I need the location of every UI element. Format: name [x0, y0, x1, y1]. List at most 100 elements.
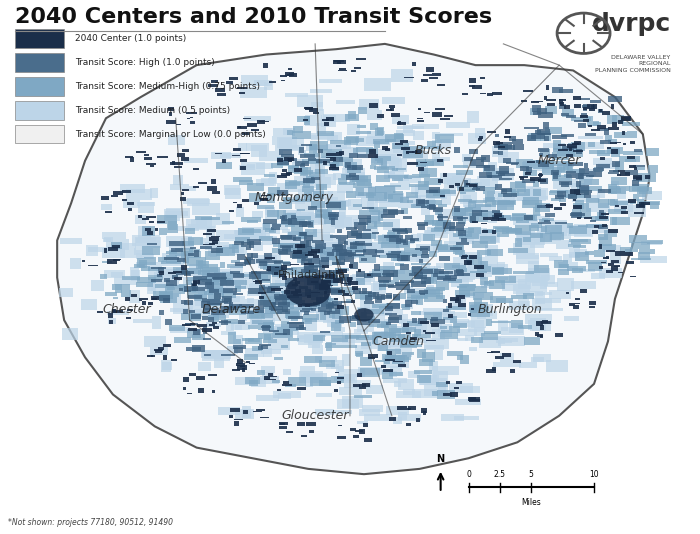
Bar	[144, 336, 166, 348]
Bar	[327, 151, 343, 160]
Bar	[478, 257, 498, 267]
Bar	[542, 320, 547, 324]
Bar	[412, 318, 417, 323]
Bar	[286, 245, 304, 253]
Bar	[640, 202, 650, 205]
Bar	[560, 103, 564, 106]
Bar	[337, 250, 349, 261]
Bar	[509, 274, 534, 282]
Bar	[357, 319, 370, 325]
Bar	[330, 140, 351, 144]
Bar	[329, 214, 338, 220]
Bar	[303, 247, 314, 256]
Bar	[160, 292, 170, 300]
Bar	[434, 269, 444, 274]
Bar	[405, 229, 412, 233]
Bar	[288, 290, 300, 300]
Bar	[572, 146, 577, 148]
Bar	[97, 311, 103, 313]
Bar	[319, 212, 345, 219]
Bar	[373, 139, 389, 144]
Bar	[559, 150, 568, 151]
Bar	[525, 315, 552, 324]
Bar	[386, 235, 395, 241]
Bar	[146, 216, 156, 218]
Bar	[578, 142, 604, 150]
Bar	[209, 289, 219, 293]
Bar	[611, 104, 615, 109]
Bar	[540, 226, 547, 232]
Bar	[262, 264, 282, 270]
Bar	[538, 292, 552, 295]
Bar	[279, 426, 287, 429]
Bar	[122, 190, 131, 193]
Bar	[400, 339, 417, 348]
Bar	[335, 377, 355, 381]
Bar	[598, 234, 608, 240]
Bar	[464, 157, 473, 161]
Bar	[637, 187, 652, 194]
Bar	[305, 107, 312, 110]
Bar	[172, 267, 184, 272]
Bar	[508, 189, 516, 193]
Bar	[235, 377, 255, 385]
Bar	[384, 319, 406, 323]
Bar	[418, 318, 426, 324]
Bar	[321, 286, 330, 289]
Bar	[312, 292, 319, 296]
Bar	[456, 229, 475, 232]
Bar	[88, 265, 97, 266]
Bar	[517, 253, 540, 264]
Bar	[191, 313, 201, 319]
Bar	[262, 194, 271, 197]
Bar	[552, 135, 566, 139]
Bar	[336, 145, 341, 147]
Bar	[406, 192, 418, 198]
Bar	[316, 183, 323, 194]
Text: dvrpc: dvrpc	[592, 12, 671, 36]
Bar	[589, 171, 602, 177]
Bar	[260, 376, 279, 384]
Bar	[288, 295, 299, 298]
Bar	[596, 164, 610, 168]
Bar	[444, 178, 471, 188]
Bar	[335, 298, 338, 301]
Bar	[102, 232, 126, 239]
Bar	[279, 294, 288, 300]
Bar	[625, 248, 638, 252]
Bar	[538, 178, 546, 182]
Text: Transit Score: Medium-High (0.75 points): Transit Score: Medium-High (0.75 points)	[75, 82, 260, 91]
Bar	[545, 213, 555, 217]
Bar	[157, 273, 162, 277]
Bar	[258, 120, 265, 124]
Bar	[479, 172, 492, 178]
Bar	[555, 333, 564, 337]
Bar	[326, 253, 344, 260]
Bar	[433, 371, 448, 381]
Bar	[532, 105, 541, 112]
Bar	[426, 200, 442, 205]
Bar	[524, 215, 533, 219]
Bar	[170, 162, 176, 165]
Bar	[461, 232, 469, 239]
Bar	[426, 67, 434, 72]
Bar	[360, 209, 380, 215]
Bar	[331, 376, 344, 383]
Bar	[477, 176, 498, 187]
Bar	[212, 277, 227, 279]
Bar	[142, 301, 146, 305]
Bar	[313, 335, 325, 341]
Bar	[630, 201, 636, 203]
Bar	[481, 281, 489, 288]
Bar	[498, 277, 508, 280]
Bar	[283, 271, 287, 272]
Bar	[352, 176, 368, 182]
Bar	[193, 168, 199, 170]
Bar	[237, 229, 260, 240]
Bar	[603, 257, 609, 259]
Bar	[340, 301, 351, 303]
Bar	[421, 408, 426, 413]
Bar	[470, 200, 486, 203]
Bar	[268, 373, 273, 376]
Bar	[407, 162, 418, 164]
